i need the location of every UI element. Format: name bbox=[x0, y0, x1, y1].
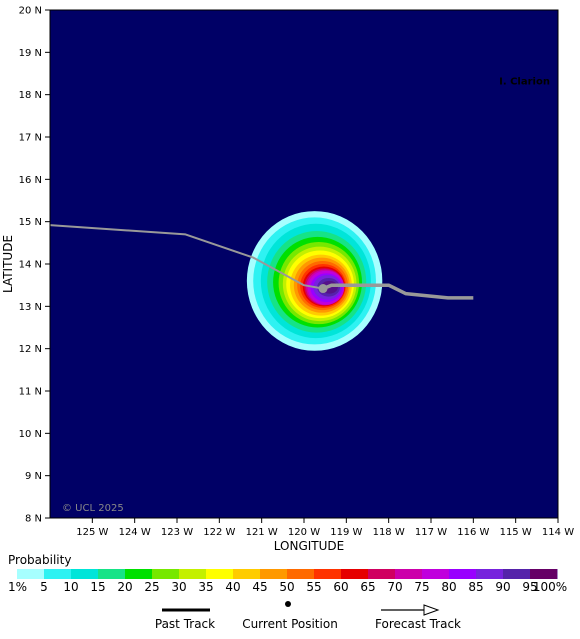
lon-tick-label: 117 W bbox=[415, 527, 447, 538]
legend-label: 50 bbox=[279, 580, 294, 594]
legend-label: 40 bbox=[225, 580, 240, 594]
forecast-track-label: Forecast Track bbox=[375, 617, 461, 631]
lat-tick-label: 19 N bbox=[19, 48, 42, 59]
lat-tick-label: 12 N bbox=[19, 344, 42, 355]
legend-label: 15 bbox=[90, 580, 105, 594]
legend-label: 55 bbox=[306, 580, 321, 594]
legend-label: 90 bbox=[495, 580, 510, 594]
lat-tick-label: 11 N bbox=[19, 387, 42, 398]
lon-tick-label: 119 W bbox=[330, 527, 362, 538]
legend-swatch bbox=[44, 569, 72, 579]
longitude-axis-title: LONGITUDE bbox=[274, 539, 344, 553]
key-past-track: Past Track bbox=[155, 608, 215, 631]
legend-swatch bbox=[71, 569, 99, 579]
lat-tick-label: 16 N bbox=[19, 175, 42, 186]
legend-swatch bbox=[260, 569, 288, 579]
lat-tick-label: 10 N bbox=[19, 429, 42, 440]
lat-tick-label: 15 N bbox=[19, 217, 42, 228]
legend-label: 70 bbox=[387, 580, 402, 594]
legend-swatch bbox=[449, 569, 477, 579]
lat-tick-label: 17 N bbox=[19, 133, 42, 144]
legend-label: 1% bbox=[8, 580, 27, 594]
lon-tick-label: 122 W bbox=[203, 527, 235, 538]
lat-tick-label: 13 N bbox=[19, 302, 42, 313]
legend-label: 95 bbox=[522, 580, 537, 594]
latitude-axis-title: LATITUDE bbox=[1, 235, 15, 293]
legend-label: 5 bbox=[40, 580, 48, 594]
legend-swatch bbox=[152, 569, 180, 579]
legend-label: 75 bbox=[414, 580, 429, 594]
legend-swatch bbox=[179, 569, 207, 579]
current-position-label: Current Position bbox=[242, 617, 338, 631]
legend-label: 10 bbox=[63, 580, 78, 594]
legend-swatch bbox=[422, 569, 450, 579]
lon-tick-label: 124 W bbox=[119, 527, 151, 538]
legend-label: 35 bbox=[198, 580, 213, 594]
longitude-axis: 125 W 124 W 123 W 122 W 121 W 120 W 119 W 118 W… bbox=[76, 518, 574, 538]
probability-field bbox=[246, 211, 383, 351]
key-forecast-track: Forecast Track bbox=[375, 604, 461, 631]
legend-swatch bbox=[341, 569, 369, 579]
legend-swatch bbox=[17, 569, 45, 579]
legend-label: 65 bbox=[360, 580, 375, 594]
legend-swatch bbox=[314, 569, 342, 579]
latitude-axis: 20 N 19 N 18 N 17 N 16 N 15 N 14 N 13 N 12 N 11 N… bbox=[19, 6, 50, 525]
island-label-clarion: I. Clarion bbox=[499, 77, 550, 88]
legend-swatch bbox=[206, 569, 234, 579]
lat-tick-label: 8 N bbox=[25, 514, 42, 525]
legend-label: 30 bbox=[171, 580, 186, 594]
probability-legend: 1% 5 10 15 20 25 30 35 40 45 50 55 60 65 70 75 80 85 90 951… bbox=[8, 569, 567, 594]
lat-tick-label: 18 N bbox=[19, 90, 42, 101]
legend-swatch bbox=[530, 569, 557, 579]
legend-label: 45 bbox=[252, 580, 267, 594]
legend-swatch bbox=[368, 569, 396, 579]
lon-tick-label: 116 W bbox=[457, 527, 489, 538]
lon-tick-label: 125 W bbox=[76, 527, 108, 538]
lon-tick-label: 118 W bbox=[373, 527, 405, 538]
past-track-line bbox=[50, 224, 324, 290]
lat-tick-label: 14 N bbox=[19, 260, 42, 271]
lon-tick-label: 114 W bbox=[542, 527, 574, 538]
legend-label: 20 bbox=[117, 580, 132, 594]
lon-tick-label: 121 W bbox=[246, 527, 278, 538]
legend-swatch bbox=[287, 569, 315, 579]
key-current-position: Current Position bbox=[242, 601, 338, 631]
current-position-symbol bbox=[285, 601, 291, 607]
legend-label: 85 bbox=[468, 580, 483, 594]
legend-swatch bbox=[395, 569, 423, 579]
current-position-marker bbox=[318, 284, 328, 294]
legend-label: 100% bbox=[533, 580, 567, 594]
legend-swatch bbox=[125, 569, 153, 579]
lon-tick-label: 115 W bbox=[500, 527, 532, 538]
legend-swatch bbox=[233, 569, 261, 579]
lon-tick-label: 123 W bbox=[161, 527, 193, 538]
legend-swatch bbox=[476, 569, 504, 579]
legend-label: 80 bbox=[441, 580, 456, 594]
legend-label: 60 bbox=[333, 580, 348, 594]
forecast-track-line bbox=[322, 283, 474, 300]
forecast-arrow-icon bbox=[423, 604, 440, 616]
legend-label: 25 bbox=[144, 580, 159, 594]
legend-swatch bbox=[98, 569, 126, 579]
legend-swatch bbox=[503, 569, 531, 579]
lat-tick-label: 9 N bbox=[25, 471, 42, 482]
copyright-text: © UCL 2025 bbox=[62, 503, 124, 514]
legend-title: Probability bbox=[8, 553, 71, 567]
lon-tick-label: 120 W bbox=[288, 527, 320, 538]
track-layer bbox=[50, 224, 474, 300]
lat-tick-label: 20 N bbox=[19, 6, 42, 17]
past-track-label: Past Track bbox=[155, 617, 215, 631]
